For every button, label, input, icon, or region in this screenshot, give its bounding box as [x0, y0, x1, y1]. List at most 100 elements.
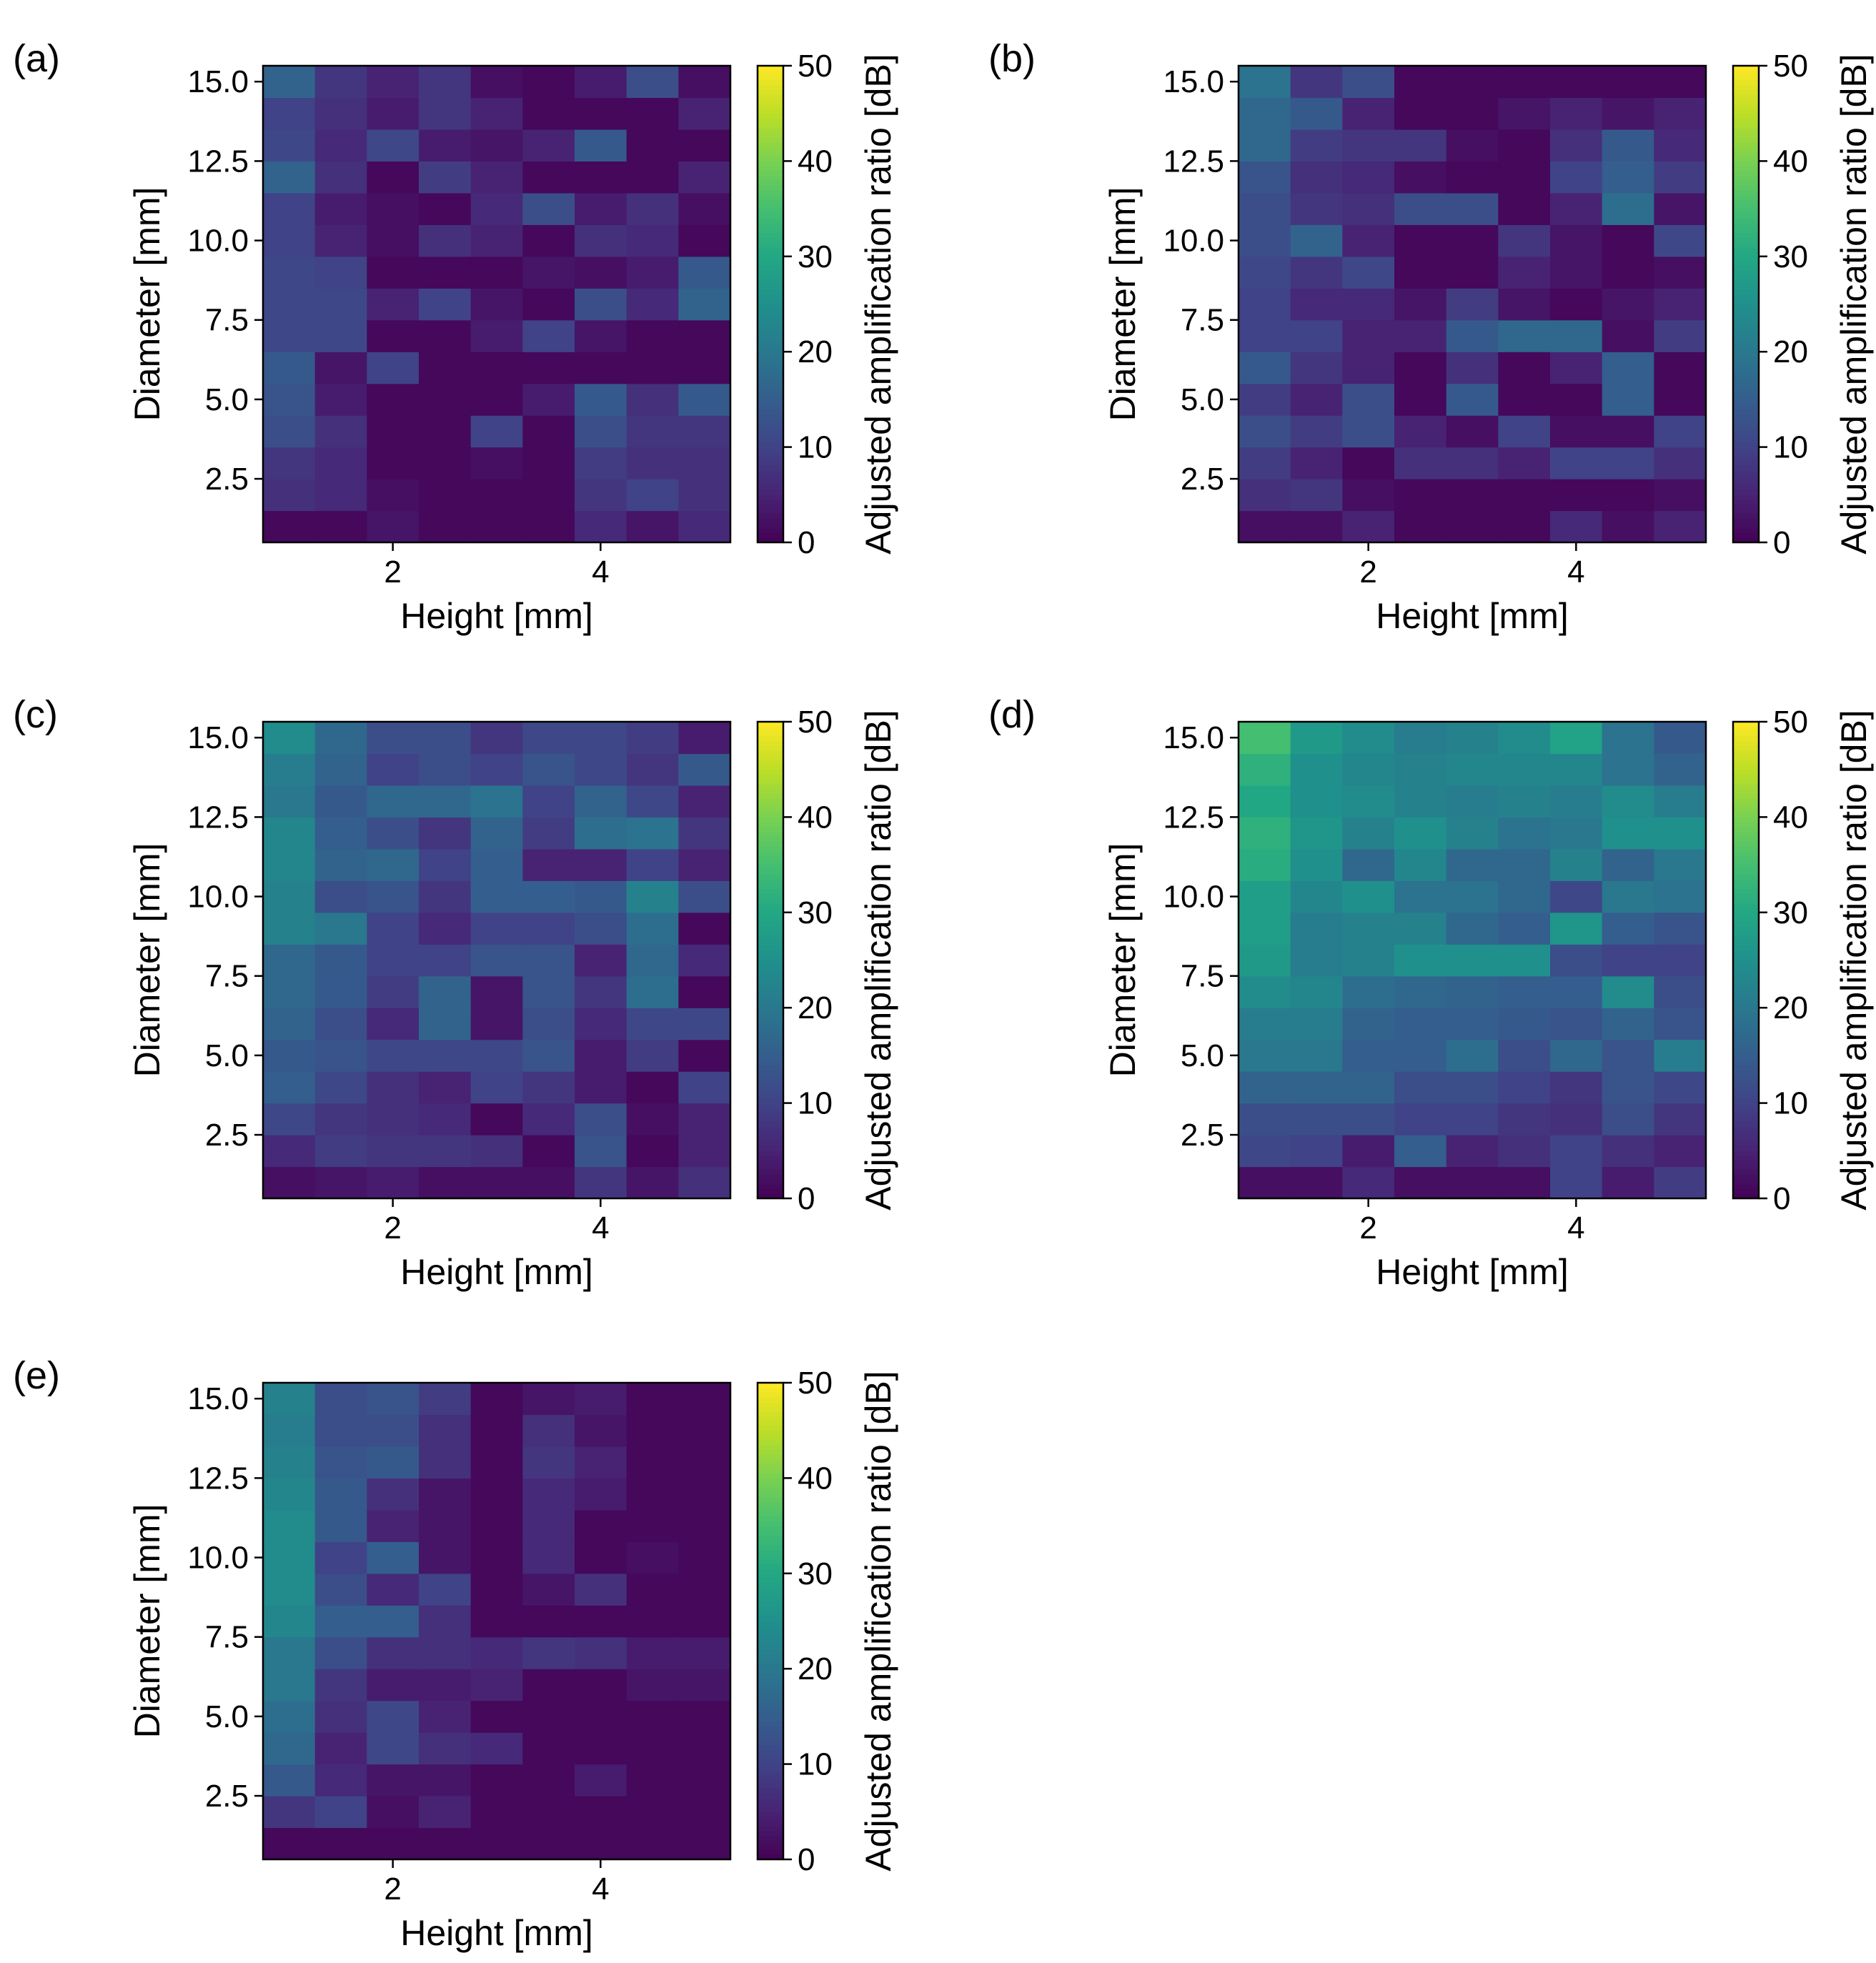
heatmap-cell: [1394, 352, 1447, 384]
heatmap-cell: [263, 479, 316, 512]
colorbar-step: [758, 89, 783, 95]
heatmap-cell: [1654, 66, 1707, 99]
colorbar-step: [1733, 1098, 1759, 1104]
heatmap-cell: [1498, 1008, 1551, 1040]
colorbar-step: [758, 1435, 783, 1441]
axes-frame: [262, 64, 732, 544]
heatmap-cell: [1446, 944, 1499, 977]
colorbar-step: [1733, 898, 1759, 904]
heatmap-cell: [678, 753, 731, 786]
colorbar-step: [758, 922, 783, 928]
y-tick-label: 10.0: [1163, 224, 1224, 259]
colorbar-step: [1733, 1151, 1759, 1156]
colorbar-step: [758, 1188, 783, 1194]
heatmap-cell: [1498, 288, 1551, 321]
colorbar-step: [758, 513, 783, 520]
colorbar-step: [1733, 845, 1759, 851]
heatmap-cell: [1342, 479, 1395, 512]
heatmap-cell: [1342, 753, 1395, 786]
heatmap-cell: [1550, 817, 1603, 850]
heatmap-cell: [1654, 880, 1707, 913]
heatmap-cell: [1446, 319, 1499, 352]
colorbar-step: [758, 1468, 783, 1474]
colorbar-step: [1733, 1026, 1759, 1033]
colorbar-step: [1733, 788, 1759, 794]
heatmap-cell: [522, 1796, 575, 1829]
colorbar-step: [758, 1444, 783, 1450]
colorbar-step: [1733, 1093, 1759, 1099]
heatmap-cell: [678, 1478, 731, 1511]
heatmap-cell: [1239, 1008, 1291, 1040]
colorbar-step: [758, 175, 783, 181]
colorbar-step: [1733, 532, 1759, 538]
heatmap-cell: [1498, 447, 1551, 479]
heatmap-cell: [470, 1414, 523, 1447]
x-axis-label: Height [mm]: [400, 1252, 593, 1292]
colorbar-step: [758, 94, 783, 100]
heatmap-cell: [1654, 1008, 1707, 1040]
colorbar-step: [758, 242, 783, 248]
heatmap-cell: [1394, 479, 1447, 512]
colorbar-step: [1733, 936, 1759, 942]
y-tick-label: 10.0: [187, 1541, 249, 1576]
colorbar-step: [758, 1792, 783, 1798]
colorbar-step: [758, 1783, 783, 1789]
heatmap-cell: [1654, 722, 1707, 755]
colorbar-step: [1733, 523, 1759, 529]
heatmap-cell: [263, 1135, 316, 1168]
heatmap-cell: [575, 1446, 627, 1479]
colorbar-step: [1733, 1122, 1759, 1128]
heatmap-cell: [263, 1796, 316, 1829]
colorbar-step: [1733, 137, 1759, 143]
colorbar-step: [1733, 184, 1759, 191]
colorbar-step: [758, 760, 783, 765]
heatmap-cell: [367, 1700, 420, 1733]
colorbar-step: [758, 209, 783, 214]
colorbar-step: [758, 1501, 783, 1508]
heatmap-cell: [419, 944, 472, 977]
heatmap-cell: [1602, 383, 1654, 416]
heatmap-cell: [1602, 912, 1654, 945]
panel-d: 2 4 2.5 5.0 7.5 10.0 12.5 15.0 Height [mm] Diamet…: [988, 693, 1874, 1292]
heatmap-cell: [626, 1827, 679, 1860]
heatmap-cell: [470, 1135, 523, 1168]
heatmap-cell: [314, 722, 367, 755]
colorbar-step: [1733, 99, 1759, 104]
colorbar-step: [758, 1635, 783, 1641]
heatmap-cell: [1446, 912, 1499, 945]
heatmap-cell: [626, 1008, 679, 1040]
heatmap-cell: [1498, 880, 1551, 913]
heatmap-cell: [678, 944, 731, 977]
heatmap-cell: [626, 479, 679, 512]
heatmap-cell: [1446, 224, 1499, 257]
colorbar-step: [758, 504, 783, 510]
colorbar-step: [1733, 740, 1759, 746]
colorbar-step: [758, 1169, 783, 1176]
heatmap-cell: [263, 510, 316, 543]
heatmap-cell: [1498, 415, 1551, 448]
heatmap-cell: [575, 1827, 627, 1860]
colorbar-step: [758, 1587, 783, 1594]
colorbar-step: [1733, 1108, 1759, 1113]
heatmap-cell: [1446, 722, 1499, 755]
colorbar-step: [758, 1678, 783, 1684]
heatmap-cell: [1550, 288, 1603, 321]
colorbar-step: [758, 807, 783, 813]
heatmap-cell: [522, 848, 575, 881]
heatmap-cell: [367, 1135, 420, 1168]
heatmap-cell: [419, 1827, 472, 1860]
colorbar-step: [758, 423, 783, 429]
colorbar-step: [1733, 223, 1759, 229]
heatmap-cell: [470, 975, 523, 1008]
heatmap-cell: [1446, 848, 1499, 881]
heatmap-cell: [575, 1414, 627, 1447]
heatmap-cell: [1498, 912, 1551, 945]
colorbar-step: [758, 1055, 783, 1061]
colorbar-step: [758, 1193, 783, 1199]
colorbar-step: [1733, 266, 1759, 272]
colorbar-step: [758, 1606, 783, 1612]
colorbar-step: [1733, 313, 1759, 319]
heatmap-cell: [470, 785, 523, 817]
heatmap-cell: [1654, 319, 1707, 352]
colorbar-step: [1733, 247, 1759, 252]
